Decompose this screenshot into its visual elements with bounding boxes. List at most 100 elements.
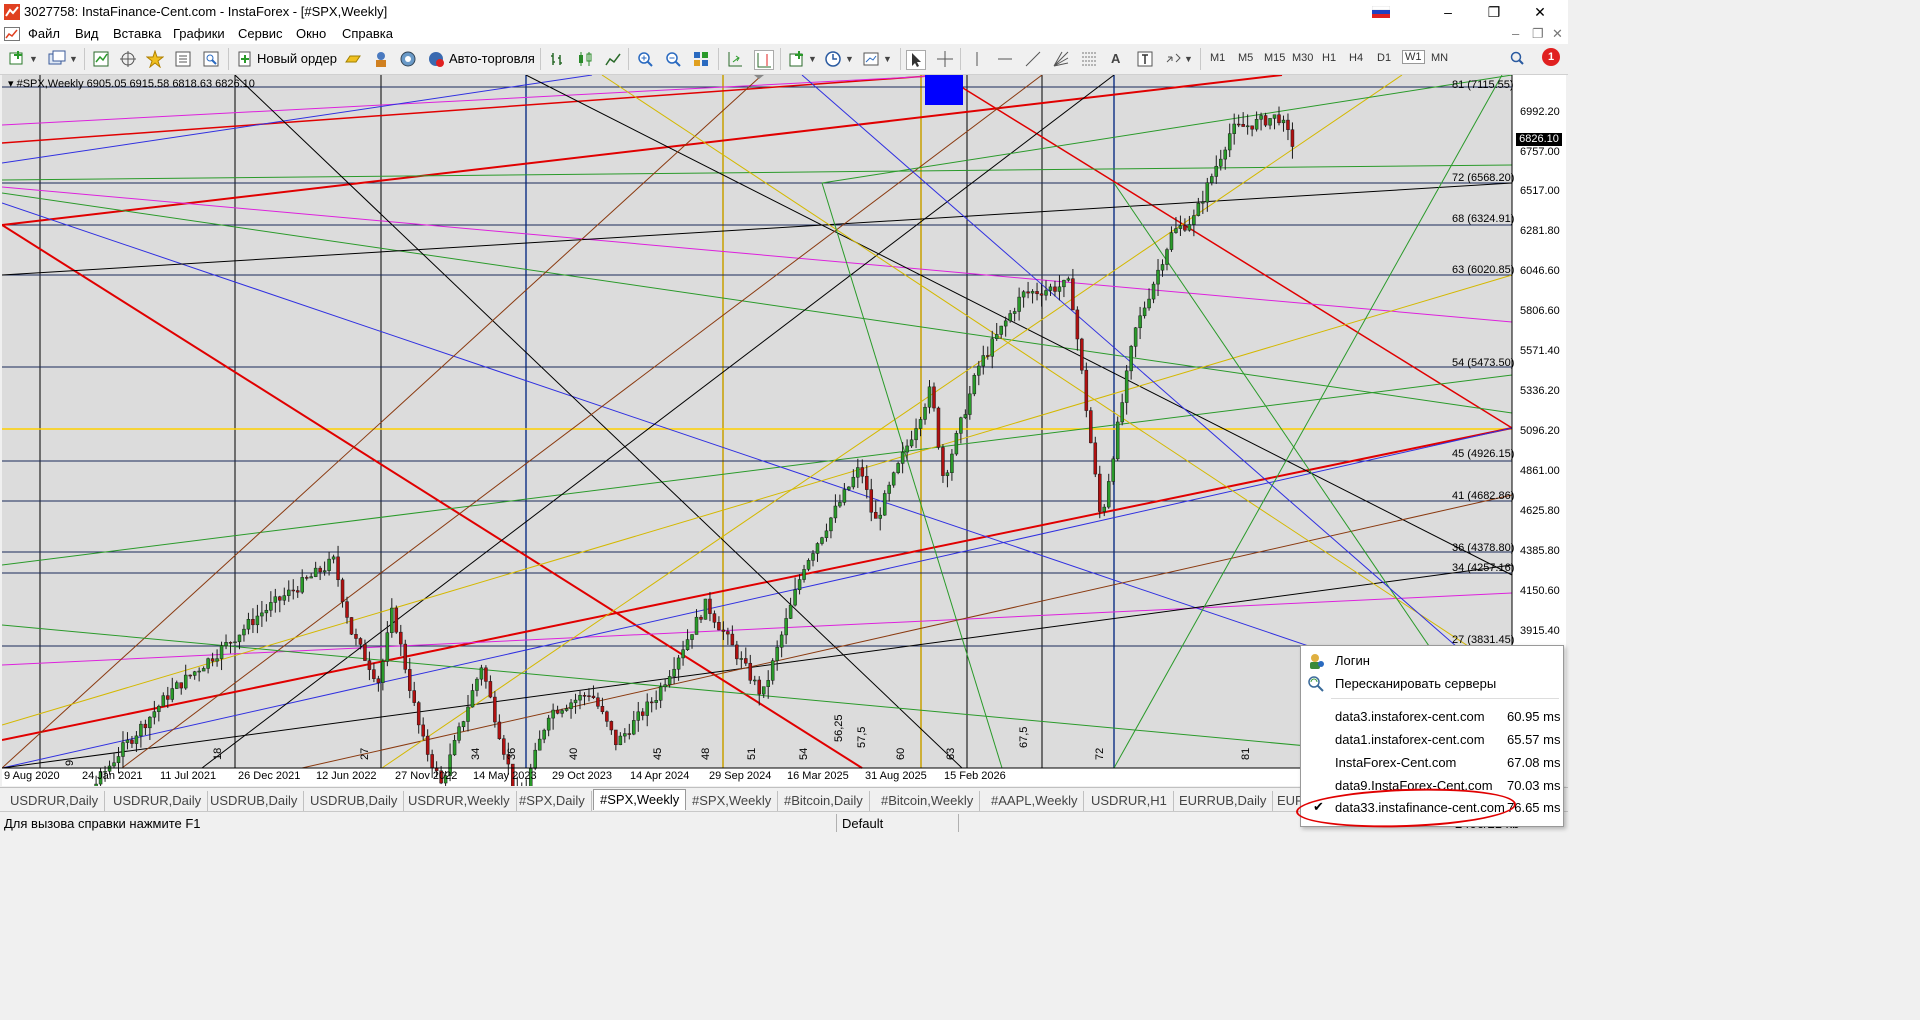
chart-tab[interactable]: USDRUR,Daily [4,791,106,811]
zoom-in-icon[interactable] [636,50,654,68]
menu-tools[interactable]: Сервис [238,26,283,41]
notifications-badge[interactable]: 1 [1542,48,1560,66]
favorites-icon[interactable] [146,50,164,68]
gold-icon[interactable] [344,50,362,68]
price-tick: 4385.80 [1520,545,1560,557]
date-tick: 27 Nov 2022 [395,770,458,782]
auto-trading-icon[interactable] [427,50,445,68]
candle-body [878,514,882,519]
timeframe-w1[interactable]: W1 [1402,50,1425,64]
crosshair-icon[interactable] [936,50,954,68]
chart-tab[interactable]: USDRUR,H1 [1085,791,1174,811]
server-item[interactable]: data1.instaforex-cent.com 65.57 ms [1301,730,1563,750]
bar-chart-icon[interactable] [548,50,566,68]
chart-tab[interactable]: USDRUR,Daily [107,791,209,811]
market-watch-icon[interactable] [92,50,110,68]
strategy-tester-icon[interactable] [202,50,220,68]
candle-body [322,570,327,573]
menu-help[interactable]: Справка [342,26,393,41]
new-order-button[interactable]: Новый ордер [257,51,337,66]
cursor-icon[interactable] [906,50,926,70]
line-chart-icon[interactable] [604,50,622,68]
price-chart[interactable] [2,75,1566,786]
menu-file[interactable]: Файл [28,26,60,41]
chart-window-icon[interactable] [4,27,20,41]
periods-icon[interactable] [824,50,842,68]
timeframe-m1[interactable]: M1 [1210,52,1226,64]
chart-shift-icon[interactable] [754,50,774,70]
menu-insert[interactable]: Вставка [113,26,162,41]
close-button[interactable]: ✕ [1534,4,1546,20]
russia-flag-icon[interactable] [1372,6,1390,18]
tile-windows-icon[interactable] [692,50,710,68]
server-item[interactable]: InstaForex-Cent.com 67.08 ms [1301,753,1563,773]
zoom-out-icon[interactable] [664,50,682,68]
indicators-icon[interactable] [788,50,806,68]
text-tool-icon[interactable]: A [1111,51,1121,66]
chart-tab[interactable]: #SPX,Weekly [686,791,779,811]
auto-trading-button[interactable]: Авто-торговля [449,51,535,66]
timeframe-m15[interactable]: M15 [1264,52,1286,64]
server-item-selected[interactable]: ✔ data33.instafinance-cent.com 76.65 ms [1301,798,1563,818]
menu-view[interactable]: Вид [75,26,99,41]
chart-tab[interactable]: USDRUB,Daily [204,791,305,811]
timeframe-h4[interactable]: H4 [1349,52,1364,64]
server-item[interactable]: data9.InstaForex-Cent.com 70.03 ms [1301,776,1563,796]
price-tick: 5096.20 [1520,425,1560,437]
chart-area[interactable]: ▾ #SPX,Weekly 6905.05 6915.58 6818.63 68… [2,75,1566,786]
chart-tab[interactable]: #Bitcoin,Weekly [875,791,981,811]
periods-dropdown-icon[interactable]: ▼ [845,54,854,64]
templates-dropdown-icon[interactable]: ▼ [883,54,892,64]
server-item[interactable]: data3.instaforex-cent.com 60.95 ms [1301,707,1563,727]
chart-tab[interactable]: #SPX,Daily [513,791,592,811]
signals-icon[interactable] [399,50,417,68]
child-close-button[interactable]: ✕ [1552,26,1563,41]
candle-body [1003,320,1008,327]
chart-tab[interactable]: USDRUB,Daily [304,791,405,811]
candle-body [1219,158,1223,167]
new-order-icon[interactable] [236,50,254,68]
search-icon[interactable] [1508,50,1526,68]
timeframe-h1[interactable]: H1 [1322,52,1337,64]
candle-body [502,738,506,755]
candle-body [658,686,663,701]
timeframe-m5[interactable]: M5 [1238,52,1254,64]
chart-tab-active[interactable]: #SPX,Weekly [593,789,687,810]
timeframe-mn[interactable]: MN [1431,52,1449,64]
arrows-dropdown-icon[interactable]: ▼ [1184,54,1193,64]
chart-tab[interactable]: #Bitcoin,Daily [778,791,870,811]
horizontal-line-icon[interactable] [996,50,1014,68]
timeframe-d1[interactable]: D1 [1377,52,1392,64]
candle-body [1057,286,1062,292]
timeframe-m30[interactable]: M30 [1292,52,1314,64]
candle-body [654,700,658,703]
trendline-icon[interactable] [1024,50,1042,68]
text-label-icon[interactable] [1136,50,1154,68]
profiles-dropdown-icon[interactable]: ▼ [69,54,78,64]
terminal-icon[interactable] [174,50,192,68]
rescan-servers-menu-item[interactable]: Пересканировать серверы [1301,674,1563,694]
auto-scroll-icon[interactable] [726,50,744,68]
menu-window[interactable]: Окно [296,26,327,41]
vertical-line-icon[interactable] [968,50,986,68]
candlestick-chart-icon[interactable] [576,50,594,68]
new-chart-icon[interactable] [8,50,26,68]
templates-icon[interactable] [862,50,880,68]
chart-tab[interactable]: #AAPL,Weekly [985,791,1085,811]
maximize-button[interactable]: ❐ [1487,4,1501,20]
indicators-dropdown-icon[interactable]: ▼ [808,54,817,64]
fibonacci-icon[interactable] [1080,50,1098,68]
trader-icon[interactable] [372,50,390,68]
chart-tab[interactable]: EURRUB,Daily [1173,791,1274,811]
gann-fan-icon[interactable] [1052,50,1070,68]
child-minimize-button[interactable]: ‒ [1512,26,1520,41]
profiles-icon[interactable] [48,50,66,68]
navigator-icon[interactable] [119,50,137,68]
chart-tab[interactable]: USDRUR,Weekly [402,791,517,811]
new-chart-dropdown-icon[interactable]: ▼ [29,54,38,64]
login-menu-item[interactable]: Логин [1301,651,1563,671]
minimize-button[interactable]: ‒ [1444,4,1452,20]
arrows-icon[interactable] [1164,50,1182,68]
menu-charts[interactable]: Графики [173,26,225,41]
child-restore-button[interactable]: ❐ [1532,26,1544,41]
